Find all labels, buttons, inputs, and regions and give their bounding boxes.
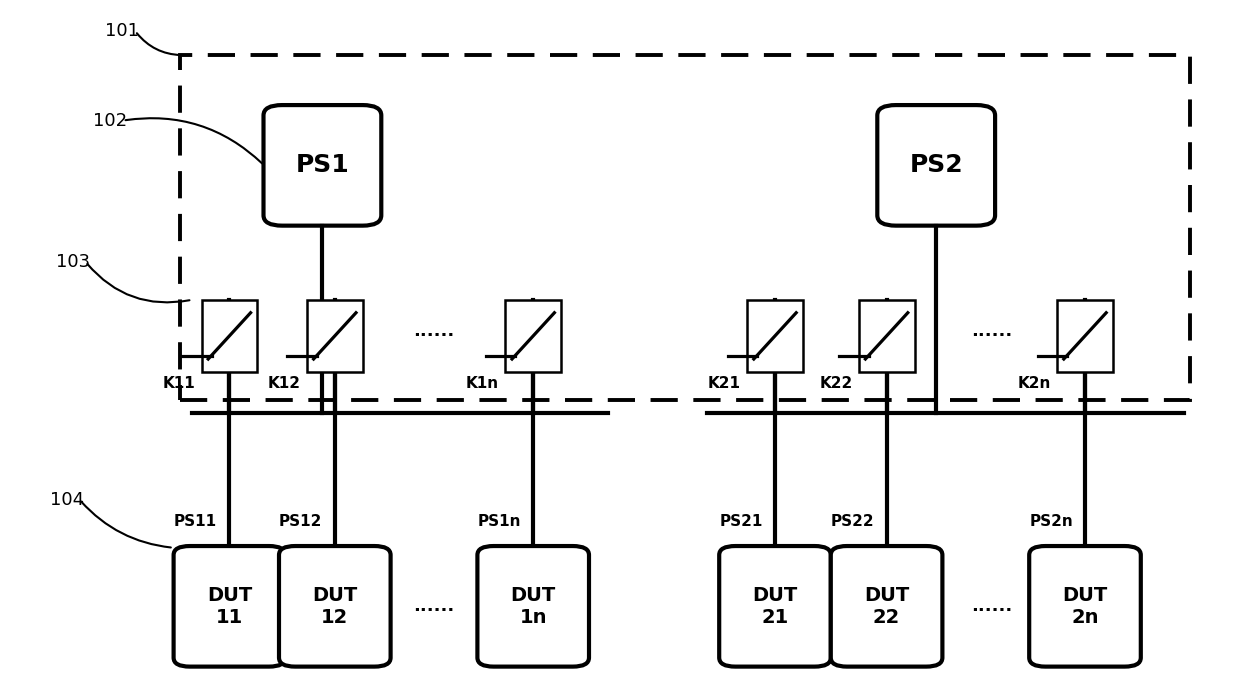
- Text: 102: 102: [93, 112, 128, 130]
- FancyBboxPatch shape: [1029, 546, 1141, 667]
- Text: K22: K22: [820, 376, 853, 391]
- Text: PS12: PS12: [279, 514, 322, 529]
- Bar: [308, 300, 363, 372]
- FancyBboxPatch shape: [477, 546, 589, 667]
- FancyBboxPatch shape: [831, 546, 942, 667]
- FancyBboxPatch shape: [279, 546, 391, 667]
- Text: K2n: K2n: [1018, 376, 1052, 391]
- Text: 101: 101: [105, 22, 139, 40]
- Text: PS22: PS22: [831, 514, 874, 529]
- Text: K11: K11: [162, 376, 196, 391]
- Text: ......: ......: [413, 322, 455, 340]
- Text: DUT
11: DUT 11: [207, 586, 252, 627]
- FancyBboxPatch shape: [174, 546, 285, 667]
- Bar: [1058, 300, 1114, 372]
- Bar: [506, 300, 560, 372]
- Text: ......: ......: [971, 322, 1013, 340]
- Text: 104: 104: [50, 491, 84, 508]
- Text: PS1: PS1: [295, 154, 350, 177]
- Text: K21: K21: [708, 376, 742, 391]
- Text: PS11: PS11: [174, 514, 217, 529]
- Text: K1n: K1n: [466, 376, 498, 391]
- Text: DUT
2n: DUT 2n: [1063, 586, 1107, 627]
- Text: PS1n: PS1n: [477, 514, 521, 529]
- Bar: [180, 55, 1190, 400]
- Text: DUT
21: DUT 21: [753, 586, 797, 627]
- FancyBboxPatch shape: [263, 105, 382, 226]
- Text: DUT
12: DUT 12: [312, 586, 357, 627]
- FancyBboxPatch shape: [878, 105, 994, 226]
- Bar: [201, 300, 258, 372]
- Text: ......: ......: [413, 597, 455, 615]
- Text: PS21: PS21: [719, 514, 763, 529]
- Text: DUT
22: DUT 22: [864, 586, 909, 627]
- Text: PS2n: PS2n: [1029, 514, 1073, 529]
- Text: ......: ......: [971, 597, 1013, 615]
- Bar: [858, 300, 915, 372]
- Text: K12: K12: [268, 376, 301, 391]
- Text: DUT
1n: DUT 1n: [511, 586, 556, 627]
- FancyBboxPatch shape: [719, 546, 831, 667]
- Text: PS2: PS2: [909, 154, 963, 177]
- Bar: [746, 300, 804, 372]
- Text: 103: 103: [56, 253, 91, 271]
